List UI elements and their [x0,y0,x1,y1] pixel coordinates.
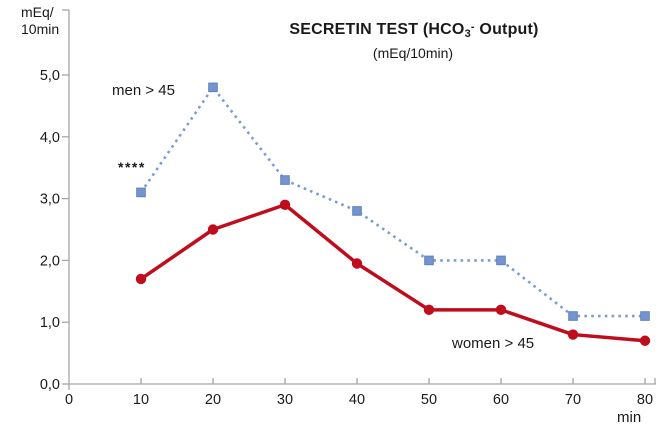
chart-title-superscript: - [470,21,475,33]
data-point-women [279,199,291,210]
x-tick-label: 50 [421,392,437,408]
series-label-men: men > 45 [112,82,175,99]
y-axis-title-line2: 10min [21,21,60,37]
x-tick-label: 30 [277,392,293,408]
data-point-men [208,82,218,93]
chart-title: SECRETIN TEST (HCO3- Output) [289,21,538,40]
data-point-women [207,224,219,235]
chart-subtitle: (mEq/10min) [372,45,454,61]
series-label-women: women > 45 [452,335,535,352]
data-point-women [639,335,651,346]
x-tick-label: 40 [349,392,365,408]
data-point-women [567,329,579,340]
x-tick-label: 20 [205,392,221,408]
data-point-women [495,304,507,316]
x-tick-label: 80 [637,392,653,408]
x-axis-unit-label: min [617,409,642,426]
series-line-women [139,203,647,343]
y-tick-label: 5,0 [40,68,60,84]
data-point-men [136,187,146,198]
y-tick-label: 3,0 [40,192,60,208]
data-point-women [351,258,363,269]
y-axis-title: mEq/ 10min [21,4,59,38]
data-point-women [135,273,147,285]
data-point-men [352,206,362,216]
y-axis-title-line1: mEq/ [21,4,54,20]
data-point-men [568,311,578,321]
y-tick-label: 0,0 [40,377,60,393]
axes-lines [68,10,656,385]
x-tick-label: 10 [133,392,149,408]
y-tick-label: 1,0 [40,315,60,331]
series-line-men [139,86,645,318]
data-point-men [280,175,290,185]
y-tick-label: 4,0 [40,130,60,146]
x-tick-label: 0 [65,392,73,408]
data-point-women [423,304,435,316]
x-tick-label: 70 [565,392,581,408]
y-tick-label: 2,0 [40,253,60,269]
chart-title-prefix: SECRETIN TEST (HCO [289,21,465,38]
significance-annotation: **** [118,159,146,175]
data-point-men [640,311,650,321]
data-point-men [424,255,434,266]
data-point-men [496,255,506,266]
chart-title-suffix: Output) [474,21,539,38]
x-tick-label: 60 [493,392,509,408]
chart-title-subscript: 3 [464,28,471,40]
